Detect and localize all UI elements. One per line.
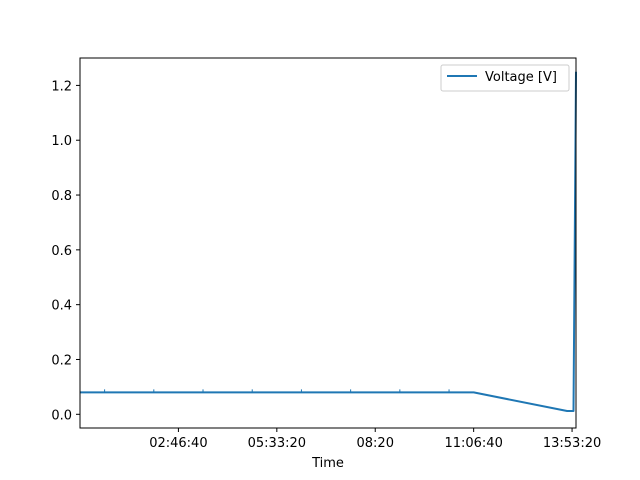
y-axis: 0.0 0.2 0.4 0.6 0.8 1.0 1.2 <box>51 79 80 423</box>
x-axis-label: Time <box>311 456 344 471</box>
y-tick-label: 0.0 <box>51 408 72 423</box>
y-tick-label: 1.2 <box>51 79 72 94</box>
series-layer <box>80 71 577 412</box>
legend-box <box>440 64 570 92</box>
x-tick-label: 08:20 <box>357 436 394 451</box>
y-tick-label: 1.0 <box>51 134 72 149</box>
legend: Voltage [V] <box>440 64 570 92</box>
x-tick-label: 05:33:20 <box>248 436 306 451</box>
x-axis: 02:46:40 05:33:20 08:20 11:06:40 13:53:20 <box>149 428 601 451</box>
y-tick-label: 0.2 <box>51 353 72 368</box>
legend-label-voltage: Voltage [V] <box>485 70 557 85</box>
x-tick-label: 13:53:20 <box>543 436 601 451</box>
y-tick-label: 0.4 <box>51 299 72 314</box>
x-tick-label: 02:46:40 <box>149 436 207 451</box>
y-tick-label: 0.8 <box>51 189 72 204</box>
series-line-voltage <box>80 71 577 412</box>
axes-frame <box>79 57 577 429</box>
y-tick-label: 0.6 <box>51 244 72 259</box>
x-tick-label: 11:06:40 <box>444 436 502 451</box>
